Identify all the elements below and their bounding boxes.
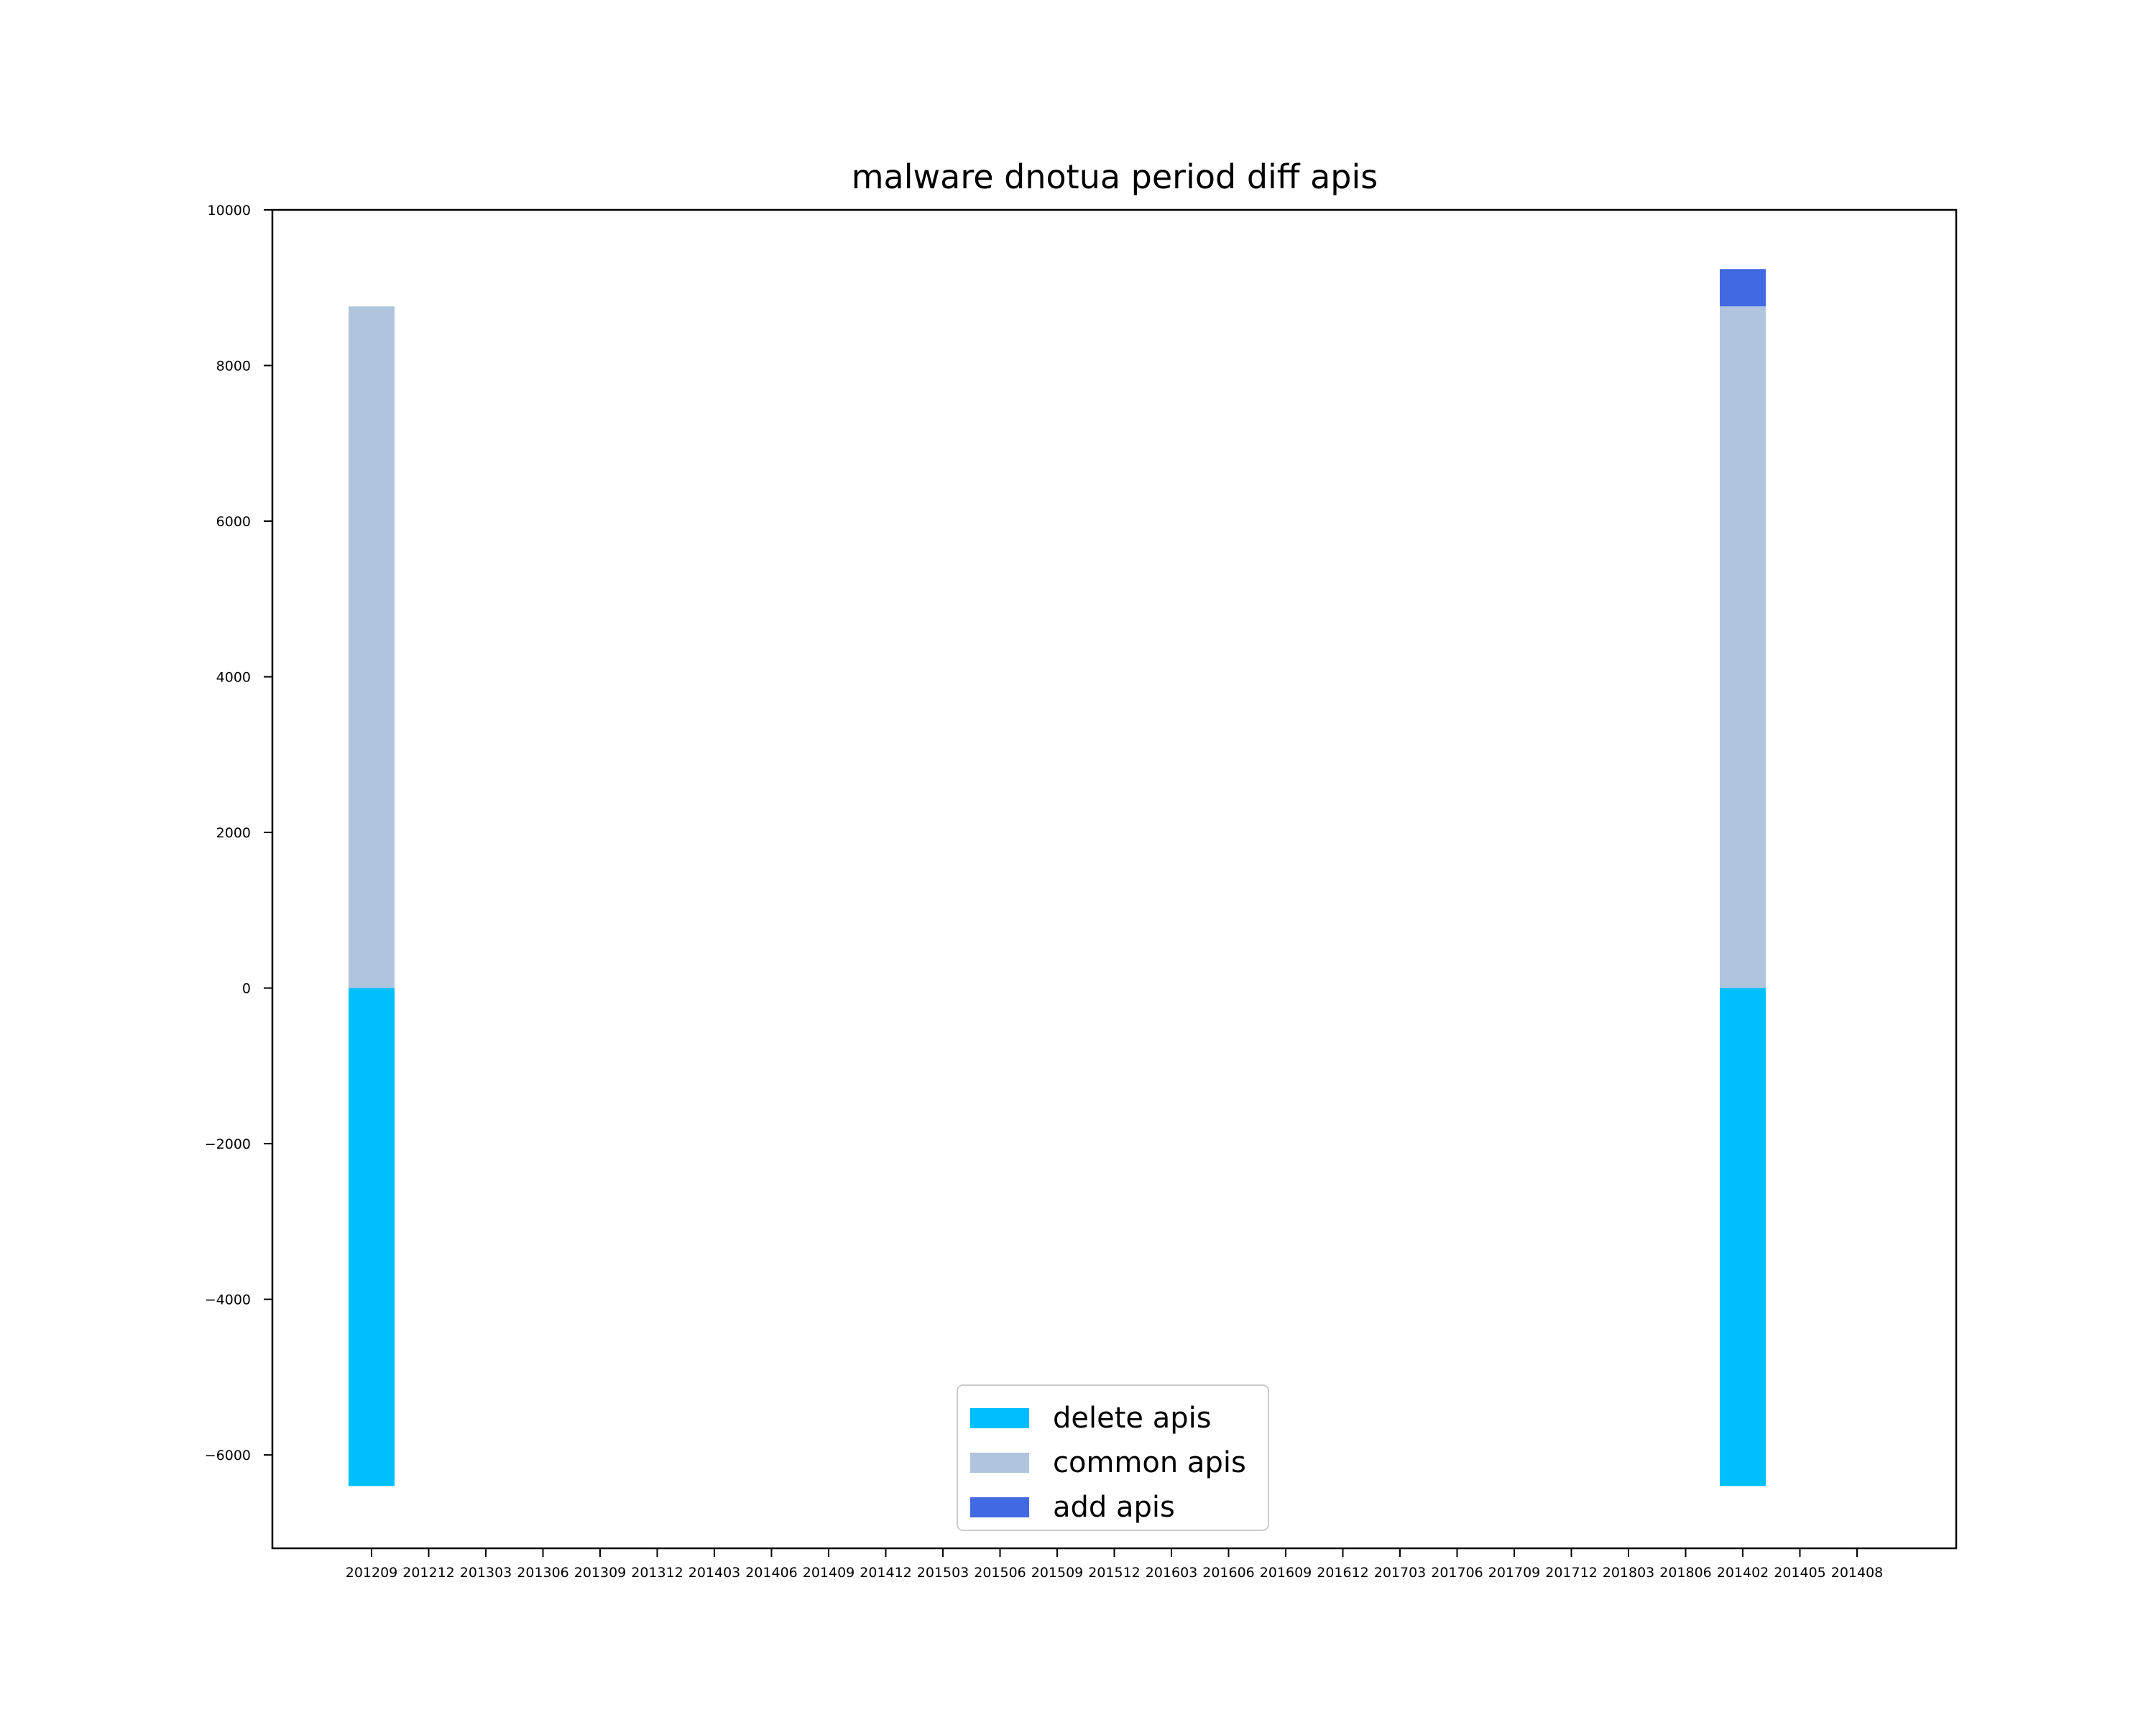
x-axis: 201209 201212 201303 201306 201309 201312 2014… bbox=[346, 1548, 1884, 1581]
y-tick-label: −2000 bbox=[205, 1136, 251, 1152]
x-tick-label: 201606 bbox=[1202, 1565, 1255, 1581]
legend: delete apis common apis add apis bbox=[957, 1384, 1269, 1531]
bar-delete-apis-201402 bbox=[1720, 988, 1766, 1486]
x-tick-label: 201312 bbox=[631, 1565, 683, 1581]
x-tick-label: 201609 bbox=[1260, 1565, 1312, 1581]
x-tick-label: 201512 bbox=[1088, 1565, 1141, 1581]
bar-add-apis-201402 bbox=[1720, 269, 1766, 307]
x-tick-label: 201503 bbox=[917, 1565, 969, 1581]
y-tick-label: 2000 bbox=[216, 825, 251, 841]
x-tick-label: 201706 bbox=[1431, 1565, 1483, 1581]
legend-frame bbox=[957, 1384, 1269, 1531]
y-tick-label: 4000 bbox=[216, 670, 251, 686]
x-tick-label: 201309 bbox=[574, 1565, 627, 1581]
x-tick-label: 201303 bbox=[460, 1565, 512, 1581]
bar-delete-apis-201209 bbox=[349, 988, 395, 1486]
x-tick-label: 201406 bbox=[745, 1565, 798, 1581]
plot-frame bbox=[271, 208, 1958, 1550]
x-tick-label: 201506 bbox=[974, 1565, 1026, 1581]
x-tick-label: 201209 bbox=[346, 1565, 398, 1581]
legend-swatch-add-apis bbox=[970, 1497, 1029, 1517]
y-tick-label: −4000 bbox=[205, 1292, 251, 1308]
x-tick-label: 201612 bbox=[1317, 1565, 1369, 1581]
legend-label: common apis bbox=[1053, 1446, 1246, 1479]
x-tick-label: 201403 bbox=[688, 1565, 741, 1581]
chart-title: malware dnotua period diff apis bbox=[852, 157, 1378, 196]
legend-swatch-common-apis bbox=[970, 1453, 1029, 1473]
x-tick-label: 201402 bbox=[1717, 1565, 1769, 1581]
y-tick-label: 0 bbox=[242, 981, 251, 997]
y-tick-label: −6000 bbox=[205, 1448, 251, 1463]
x-tick-label: 201405 bbox=[1774, 1565, 1826, 1581]
legend-swatch-delete-apis bbox=[970, 1408, 1029, 1428]
legend-label: add apis bbox=[1053, 1491, 1175, 1524]
x-tick-label: 201603 bbox=[1146, 1565, 1198, 1581]
x-tick-label: 201806 bbox=[1659, 1565, 1712, 1581]
x-tick-label: 201712 bbox=[1545, 1565, 1598, 1581]
x-tick-label: 201212 bbox=[402, 1565, 455, 1581]
bar-common-apis-201402 bbox=[1720, 306, 1766, 988]
y-axis: −6000 −4000 −2000 0 2000 4000 6000 8000 10000 bbox=[205, 203, 272, 1463]
x-tick-label: 201703 bbox=[1374, 1565, 1427, 1581]
x-tick-label: 201509 bbox=[1031, 1565, 1084, 1581]
x-tick-label: 201408 bbox=[1831, 1565, 1884, 1581]
x-tick-label: 201306 bbox=[517, 1565, 569, 1581]
y-tick-label: 6000 bbox=[216, 514, 251, 530]
x-tick-label: 201803 bbox=[1603, 1565, 1655, 1581]
x-tick-label: 201409 bbox=[803, 1565, 855, 1581]
bar-common-apis-201209 bbox=[349, 306, 395, 988]
bars-layer bbox=[349, 269, 1766, 1486]
y-tick-label: 10000 bbox=[208, 203, 251, 219]
x-tick-label: 201709 bbox=[1488, 1565, 1541, 1581]
y-tick-label: 8000 bbox=[216, 359, 251, 374]
x-tick-label: 201412 bbox=[860, 1565, 912, 1581]
legend-label: delete apis bbox=[1053, 1402, 1212, 1435]
